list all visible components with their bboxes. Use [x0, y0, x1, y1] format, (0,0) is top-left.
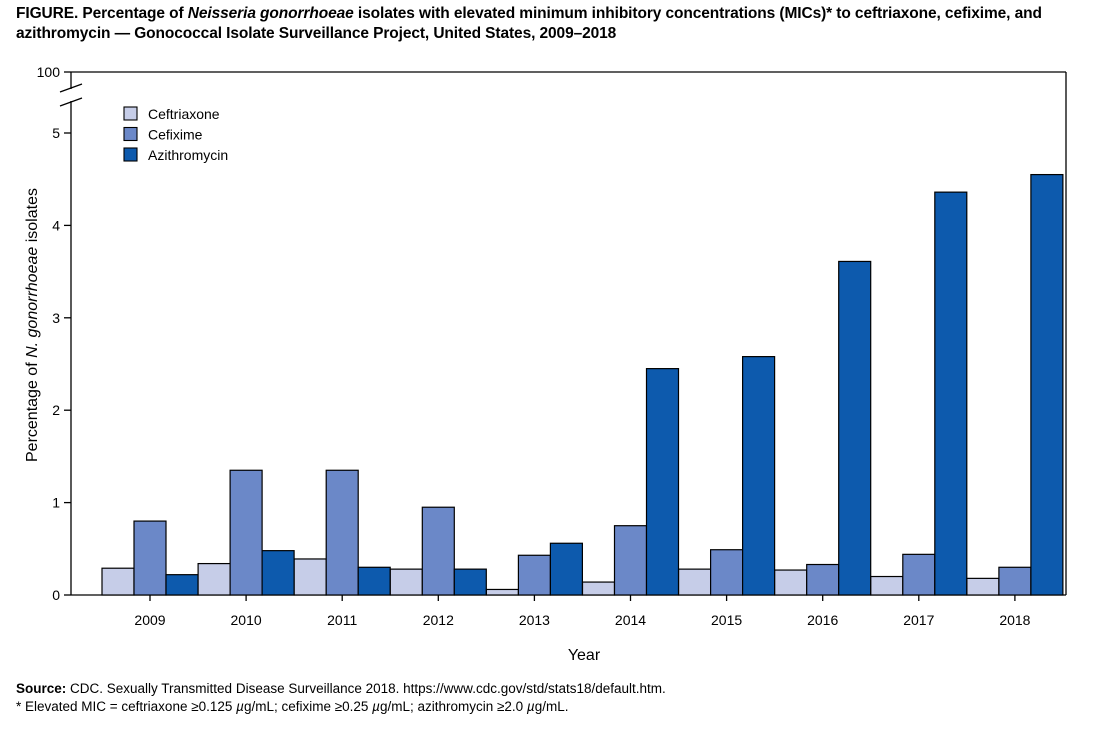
bar-azithromycin-2014 [645, 368, 680, 596]
bar-ceftriaxone-2015 [677, 568, 712, 596]
y-axis-label-suffix: isolates [24, 188, 41, 247]
x-tick-label-2014: 2014 [615, 612, 646, 628]
bar-ceftriaxone-2016 [774, 569, 808, 596]
bar-cefixime-2010 [229, 469, 263, 596]
figure-title: FIGURE. Percentage of Neisseria gonorrho… [16, 4, 1106, 44]
y-tick-label-2: 2 [52, 402, 60, 418]
title-line1-rest: isolates with elevated minimum inhibitor… [353, 5, 1042, 22]
bar-azithromycin-2017 [934, 191, 968, 596]
bar-ceftriaxone-2009 [101, 567, 135, 596]
axis-break-mark-lower [59, 97, 83, 107]
footnote-part-b: g/mL; cefixime ≥0.25 [243, 699, 373, 714]
y-tick-label-break-top: 100 [37, 64, 61, 80]
title-prefix: FIGURE. Percentage of [16, 5, 188, 22]
footnote-part-a: * Elevated MIC = ceftriaxone ≥0.125 [16, 699, 237, 714]
source-text: CDC. Sexually Transmitted Disease Survei… [66, 681, 666, 696]
bar-ceftriaxone-2014 [581, 581, 616, 596]
bar-cefixime-2018 [998, 566, 1032, 596]
bar-azithromycin-2011 [357, 566, 391, 596]
bar-cefixime-2011 [325, 469, 359, 596]
legend-swatch-ceftriaxone [123, 106, 138, 121]
x-tick-label-2010: 2010 [231, 612, 262, 628]
y-tick-label-0: 0 [52, 587, 60, 603]
y-axis-label-prefix: Percentage of [24, 358, 41, 462]
x-axis-label: Year [568, 647, 601, 664]
bar-ceftriaxone-2018 [966, 577, 1000, 596]
y-axis-label-italic: N. gonorrhoeae [24, 247, 41, 358]
footnote-part-c: g/mL; azithromycin ≥2.0 [379, 699, 527, 714]
x-tick-label-2009: 2009 [134, 612, 165, 628]
bar-ceftriaxone-2010 [197, 562, 231, 596]
x-tick-label-2016: 2016 [807, 612, 838, 628]
x-tick-label-2017: 2017 [903, 612, 934, 628]
footnote-part-d: g/mL. [534, 699, 569, 714]
bar-azithromycin-2015 [741, 356, 776, 596]
x-tick-label-2013: 2013 [519, 612, 550, 628]
y-tick-label-3: 3 [52, 310, 60, 326]
bar-cefixime-2009 [133, 520, 167, 596]
bar-ceftriaxone-2013 [485, 588, 519, 596]
bar-azithromycin-2009 [165, 574, 199, 596]
y-axis-label: Percentage of N. gonorrhoeae isolates [24, 188, 41, 462]
y-tick-label-5: 5 [52, 125, 60, 141]
legend-swatch-cefixime [123, 126, 138, 142]
bar-azithromycin-2012 [453, 568, 487, 596]
bar-chart: 100 0 1 2 3 4 5 Percentage of N. gonorrhoeae is… [24, 64, 1067, 664]
legend-label-ceftriaxone: Ceftriaxone [148, 106, 220, 122]
bar-cefixime-2015 [709, 549, 744, 596]
legend-swatch-azithromycin [123, 147, 138, 162]
source-line: Source: CDC. Sexually Transmitted Diseas… [16, 680, 666, 698]
x-tick-label-2012: 2012 [423, 612, 454, 628]
mic-footnote: * Elevated MIC = ceftriaxone ≥0.125 µg/m… [16, 698, 666, 716]
bar-ceftriaxone-2011 [293, 558, 327, 596]
bar-azithromycin-2018 [1030, 173, 1064, 596]
y-tick-label-1: 1 [52, 495, 60, 511]
figure-footer: Source: CDC. Sexually Transmitted Diseas… [16, 680, 666, 716]
mu-symbol-1: µ [236, 699, 244, 714]
bar-azithromycin-2013 [549, 542, 584, 596]
bar-cefixime-2012 [421, 506, 455, 596]
bar-cefixime-2017 [902, 553, 936, 596]
source-label: Source: [16, 681, 67, 696]
title-line2: azithromycin — Gonococcal Isolate Survei… [16, 25, 617, 42]
mu-symbol-2: µ [372, 699, 380, 714]
bar-ceftriaxone-2017 [870, 575, 904, 596]
legend-label-cefixime: Cefixime [148, 127, 203, 143]
x-tick-label-2015: 2015 [711, 612, 742, 628]
bar-cefixime-2016 [806, 563, 840, 596]
axis-break-mark-upper [59, 83, 83, 93]
legend-label-azithromycin: Azithromycin [148, 147, 228, 163]
bar-ceftriaxone-2012 [389, 568, 423, 596]
bar-azithromycin-2016 [838, 260, 872, 596]
bar-azithromycin-2010 [261, 550, 295, 596]
x-tick-label-2011: 2011 [327, 612, 357, 628]
mu-symbol-3: µ [526, 699, 535, 714]
bar-cefixime-2014 [613, 525, 648, 596]
y-tick-label-4: 4 [52, 217, 60, 233]
title-italic: Neisseria gonorrhoeae [187, 5, 354, 22]
x-tick-label-2018: 2018 [999, 612, 1030, 628]
bar-cefixime-2013 [517, 554, 552, 596]
